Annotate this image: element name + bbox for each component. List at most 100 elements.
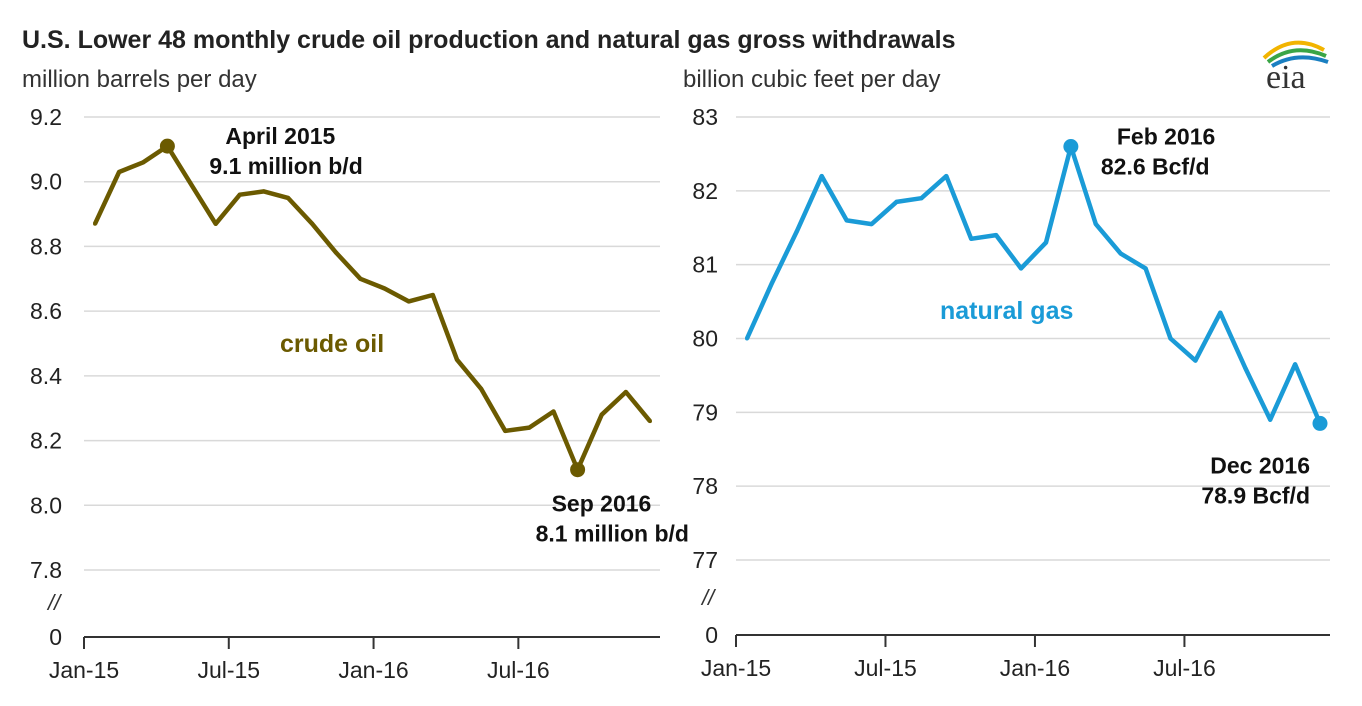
left-axis-break: //: [46, 590, 62, 615]
eia-logo-graphic: eia: [1262, 40, 1329, 96]
data-point: [479, 386, 484, 391]
logo-text: eia: [1266, 59, 1306, 96]
data-point: [310, 221, 315, 226]
data-point: [1168, 336, 1173, 341]
data-point: [1093, 222, 1098, 227]
crude-oil-chart: 9.2 9.0 8.8 8.6 8.4 8.2 8.0 7.8 0 // Jan-15 Jul-1…: [30, 104, 689, 683]
crude-oil-points: [93, 144, 652, 472]
left-gridlines: [84, 116, 660, 571]
annotation-date: April 2015: [225, 123, 335, 149]
chart-title: U.S. Lower 48 monthly crude oil producti…: [22, 26, 956, 54]
data-point: [1268, 417, 1273, 422]
data-point: [648, 419, 652, 424]
y-tick-label: 8.8: [30, 233, 62, 259]
y-tick-label: 80: [692, 326, 718, 352]
right-y-axis-units: billion cubic feet per day: [683, 66, 941, 93]
x-tick-label: Jul-16: [1153, 655, 1216, 681]
data-point: [382, 286, 387, 291]
crude-oil-annotations: April 2015 9.1 million b/d Sep 2016 8.1 mil…: [159, 123, 689, 547]
data-point: [769, 281, 774, 286]
natural-gas-annotations: Feb 2016 82.6 Bcf/d Dec 2016 78.9 Bcf/d: [1063, 124, 1328, 508]
y-tick-label: 9.0: [30, 169, 62, 195]
data-point: [406, 299, 411, 304]
data-point: [189, 182, 194, 187]
data-point: [1019, 266, 1024, 271]
logo-arc-blue: [1270, 55, 1329, 68]
data-point: [430, 292, 435, 297]
data-point: [623, 390, 628, 395]
right-axis-break: //: [700, 585, 716, 610]
data-point: [93, 221, 97, 226]
annotation-value: 9.1 million b/d: [209, 153, 362, 179]
highlight-marker: [1063, 139, 1079, 155]
y-tick-label: 8.2: [30, 428, 62, 454]
data-point: [1193, 358, 1198, 363]
crude-oil-line: [92, 143, 652, 472]
annotation-date: Sep 2016: [552, 491, 652, 517]
x-tick-label: Jan-15: [49, 657, 119, 683]
highlight-marker: [570, 462, 586, 478]
data-point: [994, 233, 999, 238]
data-point: [213, 221, 218, 226]
data-point: [944, 174, 949, 179]
data-point: [969, 236, 974, 241]
data-point: [503, 428, 508, 433]
right-x-ticks: Jan-15 Jul-15 Jan-16 Jul-16: [701, 635, 1216, 681]
data-point: [1118, 251, 1123, 256]
highlight-marker: [1312, 415, 1328, 431]
data-point: [1043, 240, 1048, 245]
annotation-value: 82.6 Bcf/d: [1101, 154, 1210, 180]
annotation-value: 78.9 Bcf/d: [1201, 482, 1310, 508]
data-point: [261, 189, 266, 194]
y-tick-label: 8.4: [30, 363, 62, 389]
y-tick-label: 81: [692, 252, 718, 278]
x-tick-label: Jul-16: [487, 657, 550, 683]
data-point: [844, 218, 849, 223]
natural-gas-points: [745, 144, 1322, 426]
data-point: [1143, 266, 1148, 271]
data-point: [237, 192, 242, 197]
highlight-marker: [159, 138, 175, 154]
data-point: [919, 196, 924, 201]
y-tick-label: 7.8: [30, 557, 62, 583]
data-point: [117, 170, 122, 175]
natural-gas-label: natural gas: [940, 297, 1073, 325]
natural-gas-chart: 83 82 81 80 79 78 77 0 // Jan-15 Jul-15 Jan-16 Jul…: [692, 104, 1330, 681]
x-tick-label: Jan-15: [701, 655, 771, 681]
y-tick-label-zero: 0: [49, 624, 62, 650]
data-point: [358, 276, 363, 281]
natural-gas-line: [744, 144, 1323, 425]
data-point: [745, 336, 749, 341]
data-point: [527, 425, 532, 430]
x-tick-label: Jul-15: [854, 655, 917, 681]
right-y-tick-labels: 83 82 81 80 79 78 77 0: [692, 104, 718, 648]
data-point: [819, 174, 824, 179]
data-point: [334, 250, 339, 255]
logo-arc-green: [1266, 48, 1327, 64]
y-tick-label: 79: [692, 399, 718, 425]
eia-logo: eia: [1242, 26, 1342, 96]
data-point: [794, 229, 799, 234]
crude-oil-label: crude oil: [280, 330, 384, 358]
y-tick-label: 8.6: [30, 298, 62, 324]
logo-arc-yellow: [1262, 40, 1325, 60]
y-tick-label: 78: [692, 473, 718, 499]
y-tick-label-zero: 0: [705, 622, 718, 648]
y-tick-label: 9.2: [30, 104, 62, 130]
annotation-value: 8.1 million b/d: [536, 521, 689, 547]
data-point: [869, 222, 874, 227]
data-point: [454, 357, 459, 362]
y-tick-label: 77: [692, 547, 718, 573]
data-point: [141, 160, 146, 165]
annotation-date: Feb 2016: [1117, 124, 1215, 150]
y-tick-label: 82: [692, 178, 718, 204]
data-point: [1293, 362, 1298, 367]
x-tick-label: Jul-15: [197, 657, 260, 683]
y-tick-label: 83: [692, 104, 718, 130]
x-tick-label: Jan-16: [1000, 655, 1070, 681]
data-point: [551, 409, 556, 414]
left-y-axis-units: million barrels per day: [22, 66, 257, 93]
data-point: [1218, 310, 1223, 315]
left-y-tick-labels: 9.2 9.0 8.8 8.6 8.4 8.2 8.0 7.8 0: [30, 104, 62, 650]
